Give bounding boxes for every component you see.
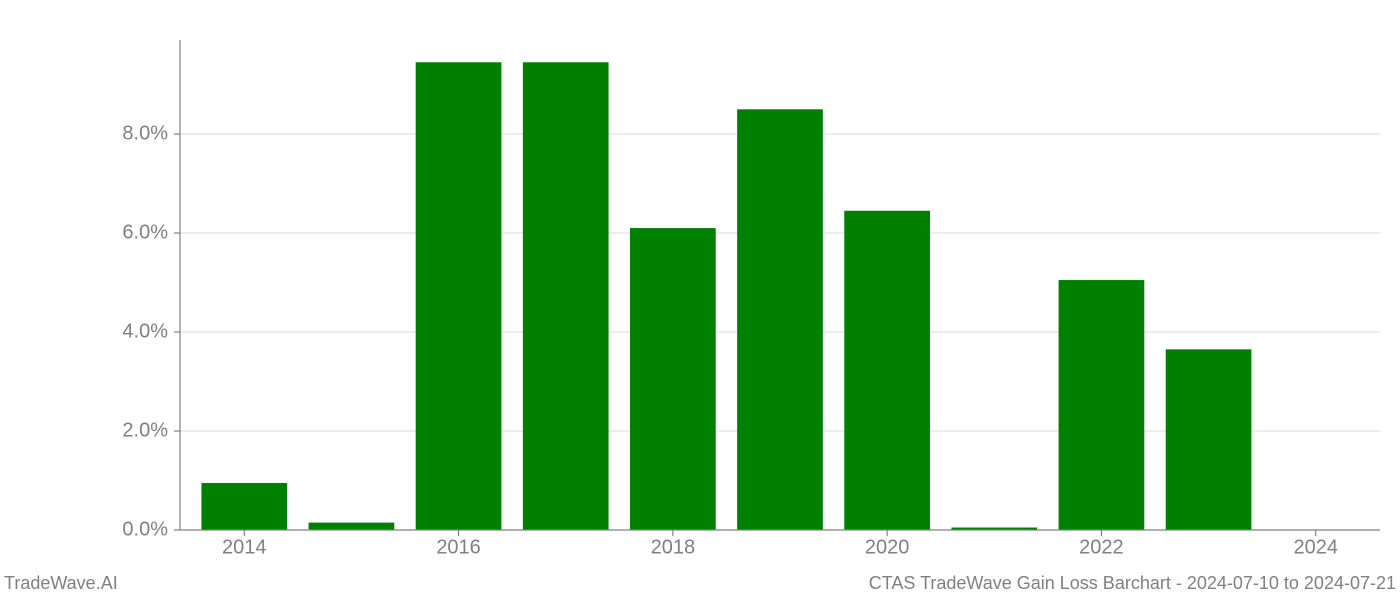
ytick-label: 0.0% [122, 518, 168, 540]
ytick-label: 4.0% [122, 320, 168, 342]
ytick-label: 8.0% [122, 122, 168, 144]
footer-left-text: TradeWave.AI [4, 573, 118, 594]
bar [1166, 349, 1252, 530]
bar [201, 483, 287, 530]
xtick-label: 2016 [436, 537, 481, 559]
xtick-label: 2018 [651, 537, 696, 559]
bar [523, 62, 609, 530]
xtick-label: 2020 [865, 537, 910, 559]
xtick-label: 2022 [1079, 537, 1124, 559]
bar [630, 228, 716, 530]
xtick-label: 2024 [1293, 537, 1338, 559]
xtick-label: 2014 [222, 537, 267, 559]
bar [309, 523, 395, 530]
footer-right-text: CTAS TradeWave Gain Loss Barchart - 2024… [869, 573, 1396, 594]
ytick-label: 6.0% [122, 221, 168, 243]
ytick-label: 2.0% [122, 419, 168, 441]
bar [844, 211, 930, 530]
bar [1059, 280, 1145, 530]
bar [416, 62, 502, 530]
bar-chart: 0.0% 2.0% 4.0% 6.0% 8.0% 2014 2016 2018 2020 2022… [0, 0, 1400, 600]
chart-container: 0.0% 2.0% 4.0% 6.0% 8.0% 2014 2016 2018 2020 2022… [0, 0, 1400, 600]
bar [737, 109, 823, 530]
